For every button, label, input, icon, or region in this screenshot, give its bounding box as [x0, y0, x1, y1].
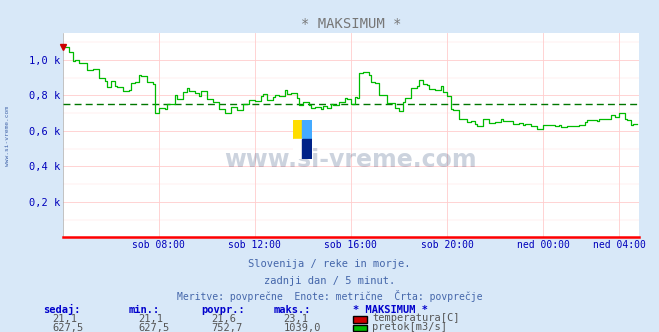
Text: 21,1: 21,1	[53, 314, 78, 324]
Text: 1039,0: 1039,0	[283, 323, 321, 332]
Text: 21,1: 21,1	[138, 314, 163, 324]
Text: Meritve: povprečne  Enote: metrične  Črta: povprečje: Meritve: povprečne Enote: metrične Črta:…	[177, 290, 482, 302]
Text: 627,5: 627,5	[53, 323, 84, 332]
Text: min.:: min.:	[129, 305, 159, 315]
Bar	[302, 120, 312, 139]
Text: Slovenija / reke in morje.: Slovenija / reke in morje.	[248, 259, 411, 269]
Bar	[293, 139, 302, 159]
Text: zadnji dan / 5 minut.: zadnji dan / 5 minut.	[264, 276, 395, 286]
Text: maks.:: maks.:	[273, 305, 311, 315]
Text: 752,7: 752,7	[211, 323, 242, 332]
Text: povpr.:: povpr.:	[201, 305, 244, 315]
Bar	[293, 120, 302, 139]
Text: pretok[m3/s]: pretok[m3/s]	[372, 322, 447, 332]
Text: temperatura[C]: temperatura[C]	[372, 313, 460, 323]
Text: 627,5: 627,5	[138, 323, 169, 332]
Text: www.si-vreme.com: www.si-vreme.com	[225, 148, 477, 172]
Text: www.si-vreme.com: www.si-vreme.com	[5, 106, 11, 166]
Bar	[302, 139, 312, 159]
Text: sedaj:: sedaj:	[43, 304, 80, 315]
Title: * MAKSIMUM *: * MAKSIMUM *	[301, 17, 401, 31]
Text: * MAKSIMUM *: * MAKSIMUM *	[353, 305, 428, 315]
Text: 21,6: 21,6	[211, 314, 236, 324]
Text: 23,1: 23,1	[283, 314, 308, 324]
